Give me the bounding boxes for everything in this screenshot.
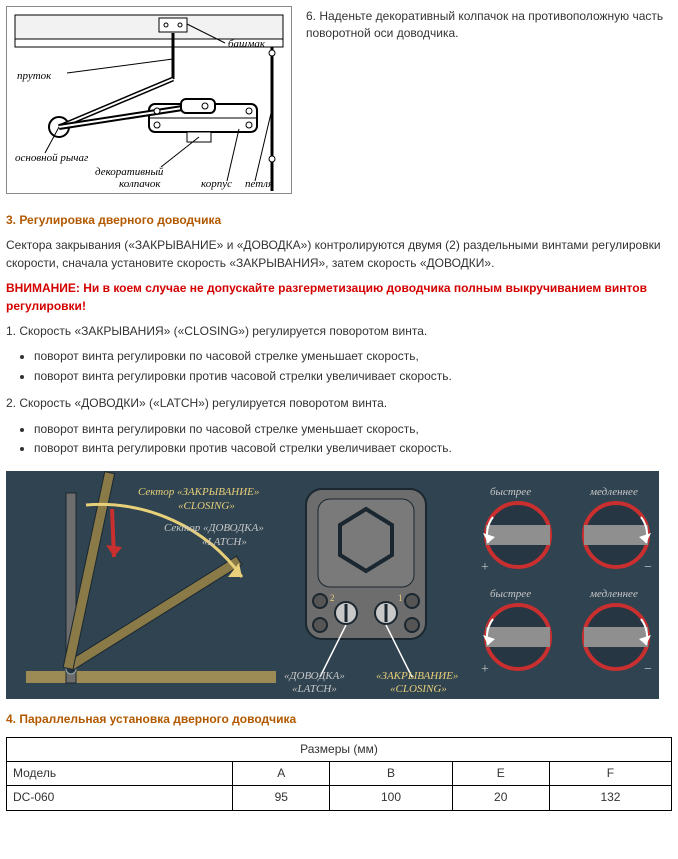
lbl-btm-closing2: «CLOSING» <box>390 683 447 695</box>
lbl-bashmak: башмак <box>228 38 266 50</box>
list-item: поворот винта регулировки по часовой стр… <box>34 421 672 438</box>
th-a: A <box>233 762 330 786</box>
lbl-faster-2: быстрее <box>490 588 531 600</box>
section3-list2: поворот винта регулировки по часовой стр… <box>6 421 672 458</box>
section4-title: 4. Параллельная установка дверного довод… <box>6 711 672 728</box>
td-e: 20 <box>452 786 549 810</box>
table-row: Размеры (мм) <box>7 737 672 761</box>
svg-text:−: − <box>644 662 652 677</box>
lbl-closing1: Сектор «ЗАКРЫВАНИЕ» <box>138 486 259 498</box>
section3-para: Сектора закрывания («ЗАКРЫВАНИЕ» и «ДОВО… <box>6 237 672 272</box>
section3-title: 3. Регулировка дверного доводчика <box>6 212 672 229</box>
fig2-diagram: Сектор «ЗАКРЫВАНИЕ» «CLOSING» Сектор «ДО… <box>6 471 659 699</box>
list-item: поворот винта регулировки против часовой… <box>34 440 672 457</box>
lbl-osn-rychag: основной рычаг <box>15 152 89 164</box>
td-a: 95 <box>233 786 330 810</box>
lbl-btm-closing1: «ЗАКРЫВАНИЕ» <box>376 670 458 682</box>
list-item: поворот винта регулировки против часовой… <box>34 368 672 385</box>
fig1-diagram: башмак пруток основной рычаг декоративны… <box>9 9 289 191</box>
th-model: Модель <box>7 762 233 786</box>
lbl-slower-2: медленнее <box>589 588 638 600</box>
section3-warning: ВНИМАНИЕ: Ни в коем случае не допускайте… <box>6 280 672 315</box>
th-b: B <box>330 762 452 786</box>
lbl-faster-1: быстрее <box>490 486 531 498</box>
lbl-dekor2: колпачок <box>119 178 161 190</box>
lbl-korpus: корпус <box>201 178 232 190</box>
lbl-petlya: петля <box>245 178 273 190</box>
section3-item1: 1. Скорость «ЗАКРЫВАНИЯ» («CLOSING») рег… <box>6 323 672 340</box>
table-caption: Размеры (мм) <box>7 737 672 761</box>
fig2-container: Сектор «ЗАКРЫВАНИЕ» «CLOSING» Сектор «ДО… <box>6 467 672 703</box>
lbl-dekor1: декоративный <box>95 166 164 178</box>
section3-list1: поворот винта регулировки по часовой стр… <box>6 348 672 385</box>
svg-text:+: + <box>481 662 489 677</box>
td-b: 100 <box>330 786 452 810</box>
svg-text:−: − <box>644 560 652 575</box>
fig1-container: башмак пруток основной рычаг декоративны… <box>6 6 292 194</box>
lbl-closing2: «CLOSING» <box>178 500 235 512</box>
th-f: F <box>549 762 671 786</box>
sizes-table: Размеры (мм) Модель A B E F DC-060 95 10… <box>6 737 672 811</box>
lbl-prutok: пруток <box>17 70 52 82</box>
svg-text:+: + <box>481 560 489 575</box>
section3-item2: 2. Скорость «ДОВОДКИ» («LATCH») регулиру… <box>6 395 672 412</box>
td-f: 132 <box>549 786 671 810</box>
step6-row: башмак пруток основной рычаг декоративны… <box>6 6 672 204</box>
lbl-num2: 2 <box>330 593 335 603</box>
lbl-slower-1: медленнее <box>589 486 638 498</box>
lbl-latch2: «LATCH» <box>202 536 247 548</box>
list-item: поворот винта регулировки по часовой стр… <box>34 348 672 365</box>
td-model: DC-060 <box>7 786 233 810</box>
table-row: Модель A B E F <box>7 762 672 786</box>
table-row: DC-060 95 100 20 132 <box>7 786 672 810</box>
lbl-btm-latch1: «ДОВОДКА» <box>284 670 345 682</box>
th-e: E <box>452 762 549 786</box>
lbl-btm-latch2: «LATCH» <box>292 683 337 695</box>
lbl-latch1: Сектор «ДОВОДКА» <box>164 522 264 534</box>
lbl-num1: 1 <box>398 593 403 603</box>
